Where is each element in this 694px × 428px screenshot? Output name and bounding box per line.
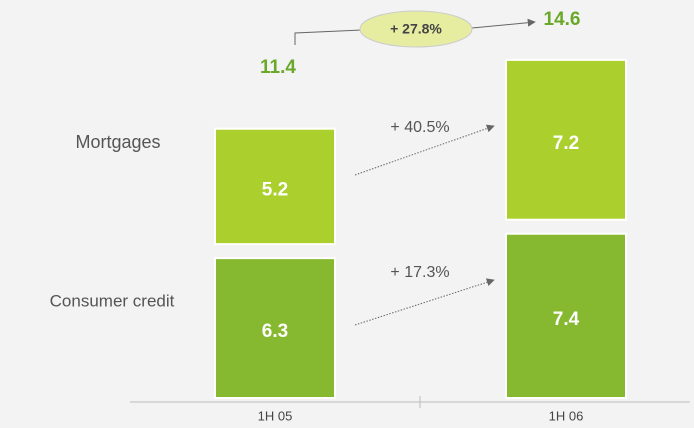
series-growth: + 40.5% (390, 119, 449, 136)
growth-arrow (471, 18, 536, 29)
bar (505, 58, 627, 221)
legend-label: Consumer credit (50, 291, 175, 310)
series-growth: + 17.3% (390, 264, 449, 281)
x-tick-label: 1H 05 (258, 408, 293, 423)
bar (214, 257, 336, 400)
bar (505, 232, 627, 399)
value-label: 7.2 (553, 133, 579, 154)
value-label: 7.4 (553, 309, 580, 330)
legend-label: Mortgages (75, 132, 160, 152)
total-label: 14.6 (544, 9, 581, 30)
growth-arrow (354, 278, 495, 326)
bar (214, 127, 336, 246)
growth-connector (294, 29, 363, 45)
value-label: 5.2 (262, 179, 288, 200)
value-label: 6.3 (262, 321, 288, 342)
x-tick-label: 1H 06 (549, 408, 584, 423)
total-label: 11.4 (260, 57, 296, 78)
growth-arrow (354, 124, 495, 176)
growth-ellipse (359, 10, 473, 48)
total-growth: + 27.8% (390, 21, 442, 37)
